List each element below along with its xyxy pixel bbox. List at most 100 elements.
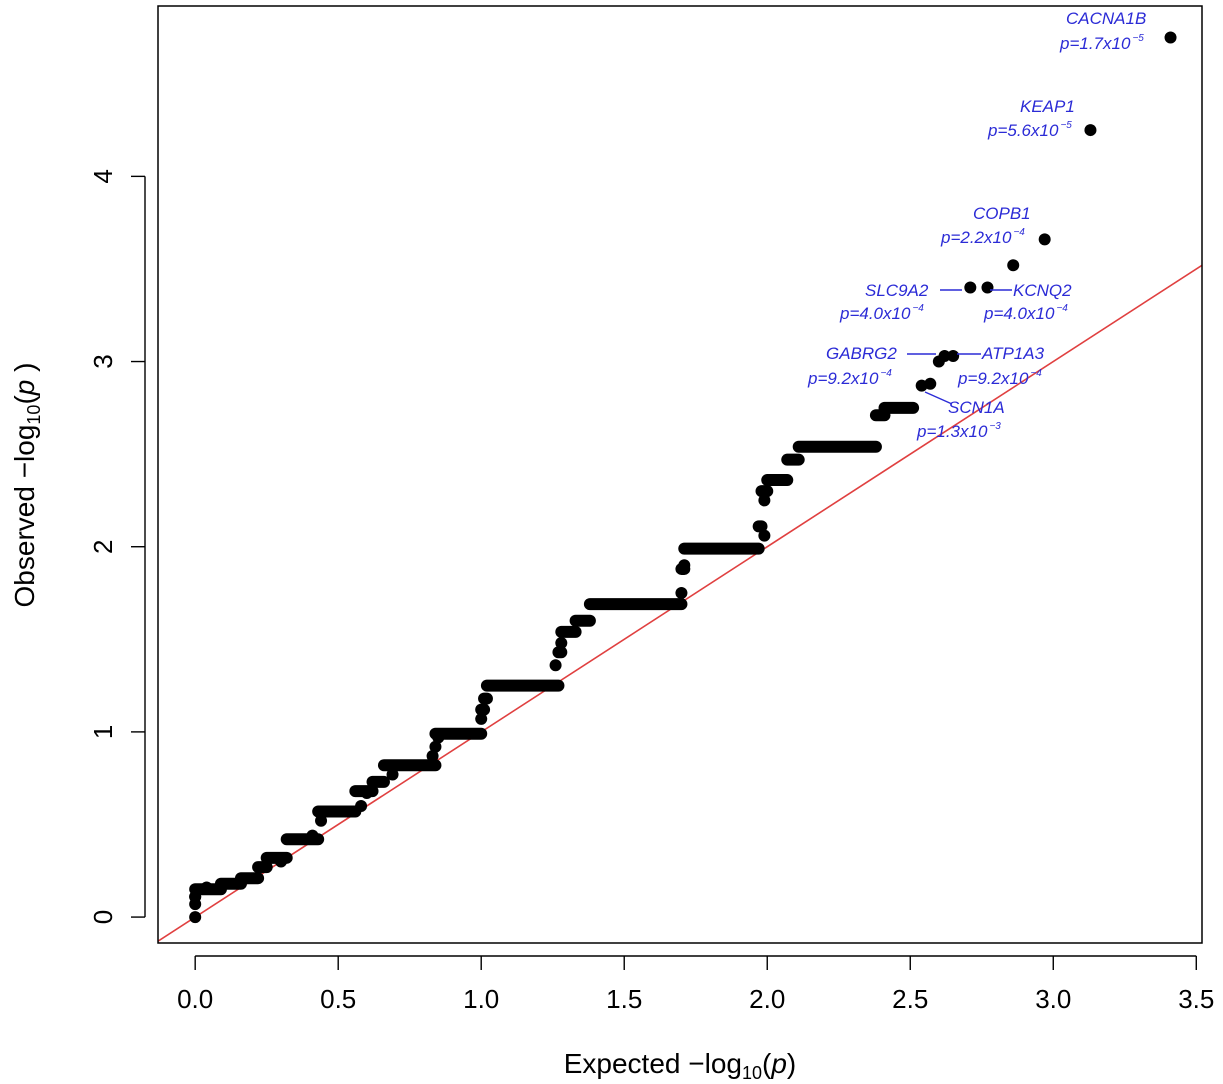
annotation-gene-label: KEAP1	[1020, 97, 1075, 116]
x-tick-label: 2.0	[749, 984, 785, 1014]
data-point	[678, 559, 691, 572]
annotation-p-base: p=1.3x10	[916, 422, 988, 441]
y-axis-title-open: (	[9, 395, 40, 405]
annotation-gene-label: COPB1	[973, 204, 1031, 223]
data-point	[426, 749, 439, 762]
y-axis: 0 1 2 3 4	[88, 169, 146, 924]
data-point	[947, 349, 960, 362]
annotation-p-base: p=4.0x10	[839, 304, 911, 323]
annotation-kcnq2: KCNQ2 p=4.0x10 −4	[983, 281, 1072, 323]
y-tick-label: 0	[88, 910, 118, 924]
y-axis-title: Observed −log10(p )	[9, 363, 44, 608]
annotation-p-value: p=9.2x10 −4	[957, 368, 1042, 388]
annotation-p-value: p=9.2x10 −4	[807, 368, 892, 388]
points-layer	[189, 31, 1177, 924]
y-axis-title-close: )	[9, 363, 40, 380]
data-point	[355, 799, 368, 812]
annotation-p-value: p=4.0x10 −4	[983, 303, 1068, 323]
data-point	[964, 281, 977, 294]
data-point	[429, 740, 442, 753]
annotation-atp1a3: ATP1A3 p=9.2x10 −4	[957, 344, 1045, 388]
annotation-gabrg2: GABRG2 p=9.2x10 −4	[807, 344, 936, 388]
annotation-leader-line	[924, 391, 953, 405]
data-point	[189, 911, 202, 924]
data-point	[675, 587, 688, 600]
step-runs-layer	[189, 401, 920, 903]
annotation-p-exponent: −4	[1056, 303, 1068, 314]
data-point	[432, 731, 445, 744]
data-point	[315, 814, 328, 827]
data-point	[274, 855, 287, 868]
x-axis-title-subscript: 10	[742, 1063, 762, 1083]
annotation-copb1: COPB1 p=2.2x10 −4	[940, 204, 1031, 247]
annotation-p-exponent: −4	[880, 368, 892, 379]
annotation-p-exponent: −4	[912, 303, 924, 314]
y-axis-title-variable: p	[9, 380, 40, 397]
x-tick-label: 1.5	[606, 984, 642, 1014]
annotation-cacna1b: CACNA1B p=1.7x10 −5	[1059, 9, 1146, 53]
x-tick-label: 0.5	[320, 984, 356, 1014]
annotation-p-exponent: −5	[1060, 120, 1072, 131]
data-point	[1007, 259, 1020, 272]
x-axis: 0.0 0.5 1.0 1.5 2.0 2.5 3.0 3.5	[177, 955, 1214, 1014]
plot-frame	[157, 5, 1203, 944]
x-axis-title: Expected −log10(p)	[564, 1048, 797, 1083]
data-point	[386, 768, 399, 781]
annotation-keap1: KEAP1 p=5.6x10 −5	[987, 97, 1075, 140]
data-point	[924, 377, 937, 390]
data-point	[938, 349, 951, 362]
data-point	[758, 529, 771, 542]
data-point	[475, 712, 488, 725]
annotation-p-exponent: −3	[989, 421, 1001, 432]
x-tick-label: 0.0	[177, 984, 213, 1014]
data-point	[306, 829, 319, 842]
annotation-gene-label: KCNQ2	[1013, 281, 1072, 300]
annotation-p-exponent: −5	[1132, 33, 1144, 44]
x-tick-label: 3.0	[1035, 984, 1071, 1014]
y-axis-title-prefix: Observed −log	[9, 425, 40, 608]
data-point	[981, 281, 994, 294]
annotation-gene-label: GABRG2	[826, 344, 897, 363]
data-point	[1084, 124, 1097, 137]
data-point	[555, 637, 568, 650]
y-axis-title-subscript: 10	[24, 405, 44, 425]
annotation-p-base: p=5.6x10	[987, 121, 1059, 140]
y-tick-label: 2	[88, 539, 118, 553]
annotation-p-exponent: −4	[1030, 368, 1042, 379]
annotation-p-base: p=2.2x10	[940, 228, 1012, 247]
data-point	[1038, 233, 1051, 246]
data-point	[549, 659, 562, 672]
annotation-p-value: p=1.7x10 −5	[1059, 33, 1144, 53]
annotation-gene-label: ATP1A3	[981, 344, 1045, 363]
annotation-p-exponent: −4	[1013, 227, 1025, 238]
annotation-gene-label: SLC9A2	[865, 281, 929, 300]
data-point	[200, 881, 213, 894]
annotation-p-base: p=4.0x10	[983, 304, 1055, 323]
x-tick-label: 2.5	[892, 984, 928, 1014]
x-axis-title-prefix: Expected −log	[564, 1048, 742, 1079]
annotation-p-value: p=2.2x10 −4	[940, 227, 1025, 247]
x-axis-title-close: )	[787, 1048, 796, 1079]
data-point	[360, 787, 373, 800]
data-point	[1164, 31, 1177, 44]
annotation-p-value: p=5.6x10 −5	[987, 120, 1072, 140]
annotation-p-value: p=4.0x10 −4	[839, 303, 924, 323]
x-tick-label: 3.5	[1178, 984, 1214, 1014]
annotation-p-base: p=9.2x10	[807, 369, 879, 388]
annotation-p-value: p=1.3x10 −3	[916, 421, 1001, 441]
annotation-p-base: p=1.7x10	[1059, 34, 1131, 53]
x-axis-title-variable: p	[770, 1048, 787, 1079]
annotation-gene-label: SCN1A	[948, 398, 1005, 417]
data-point	[758, 494, 771, 507]
y-tick-label: 4	[88, 169, 118, 183]
y-tick-label: 3	[88, 354, 118, 368]
x-axis-title-open: (	[762, 1048, 772, 1079]
annotation-gene-label: CACNA1B	[1066, 9, 1146, 28]
y-tick-label: 1	[88, 725, 118, 739]
annotation-p-base: p=9.2x10	[957, 369, 1029, 388]
x-tick-label: 1.0	[463, 984, 499, 1014]
annotation-slc9a2: SLC9A2 p=4.0x10 −4	[839, 281, 962, 323]
